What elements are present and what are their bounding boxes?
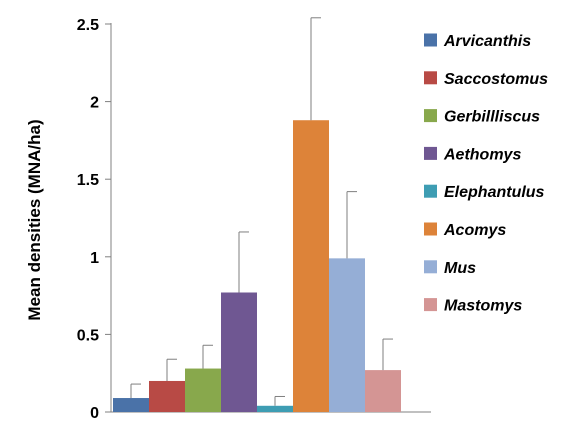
- legend-label: Aethomys: [443, 146, 521, 163]
- y-tick-label: 0.5: [77, 327, 99, 344]
- error-bar-gerbillliscus: [202, 344, 213, 369]
- y-tick-label: 2: [90, 95, 99, 112]
- legend-item-gerbillliscus: Gerbillliscus: [424, 109, 540, 126]
- legend-item-arvicanthis: Arvicanthis: [424, 33, 531, 50]
- legend-label: Elephantulus: [444, 184, 545, 201]
- error-bar-mastomys: [382, 338, 393, 371]
- legend-swatch: [424, 184, 437, 198]
- error-bar-aethomys: [238, 231, 249, 293]
- bar-aethomys: [221, 292, 257, 412]
- legend-label: Saccostomus: [444, 71, 548, 88]
- legend-label: Acomys: [443, 222, 506, 239]
- bar-arvicanthis: [113, 398, 149, 412]
- legend-swatch: [424, 222, 437, 236]
- legend-swatch: [424, 109, 437, 123]
- legend-swatch: [424, 71, 437, 85]
- y-tick-label: 0: [90, 405, 99, 421]
- legend-item-mastomys: Mastomys: [424, 298, 522, 315]
- legend-item-elephantulus: Elephantulus: [424, 184, 545, 201]
- legend-item-saccostomus: Saccostomus: [424, 71, 548, 88]
- error-bar-arvicanthis: [130, 383, 141, 399]
- bar-mastomys: [365, 370, 401, 412]
- error-bar-acomys: [310, 17, 321, 121]
- plot-area: 0 0.5 1 1.5 2 2.5: [77, 17, 431, 421]
- legend-label: Mastomys: [444, 298, 522, 315]
- y-tick-label: 1.5: [77, 172, 99, 189]
- y-tick-label: 1: [90, 250, 99, 267]
- y-axis-label: Mean densities (MNA/ha): [25, 119, 44, 320]
- error-bar-saccostomus: [166, 358, 177, 381]
- error-bar-elephantulus: [274, 395, 285, 406]
- bar-elephantulus: [257, 405, 293, 412]
- legend-swatch: [424, 260, 437, 274]
- bar-acomys: [293, 120, 329, 412]
- bar-gerbillliscus: [185, 368, 221, 412]
- legend-item-aethomys: Aethomys: [424, 146, 521, 163]
- legend-item-acomys: Acomys: [424, 222, 506, 239]
- y-tick-label: 2.5: [77, 17, 99, 34]
- error-bar-mus: [346, 191, 357, 259]
- legend-label: Arvicanthis: [443, 33, 531, 50]
- legend-swatch: [424, 146, 437, 160]
- bar-saccostomus: [149, 380, 185, 412]
- legend: Arvicanthis Saccostomus Gerbillliscus Aetho…: [424, 33, 548, 315]
- legend-label: Mus: [444, 260, 476, 277]
- legend-swatch: [424, 33, 437, 47]
- legend-item-mus: Mus: [424, 260, 476, 277]
- bar-mus: [329, 258, 365, 412]
- legend-label: Gerbillliscus: [444, 109, 540, 126]
- legend-swatch: [424, 298, 437, 312]
